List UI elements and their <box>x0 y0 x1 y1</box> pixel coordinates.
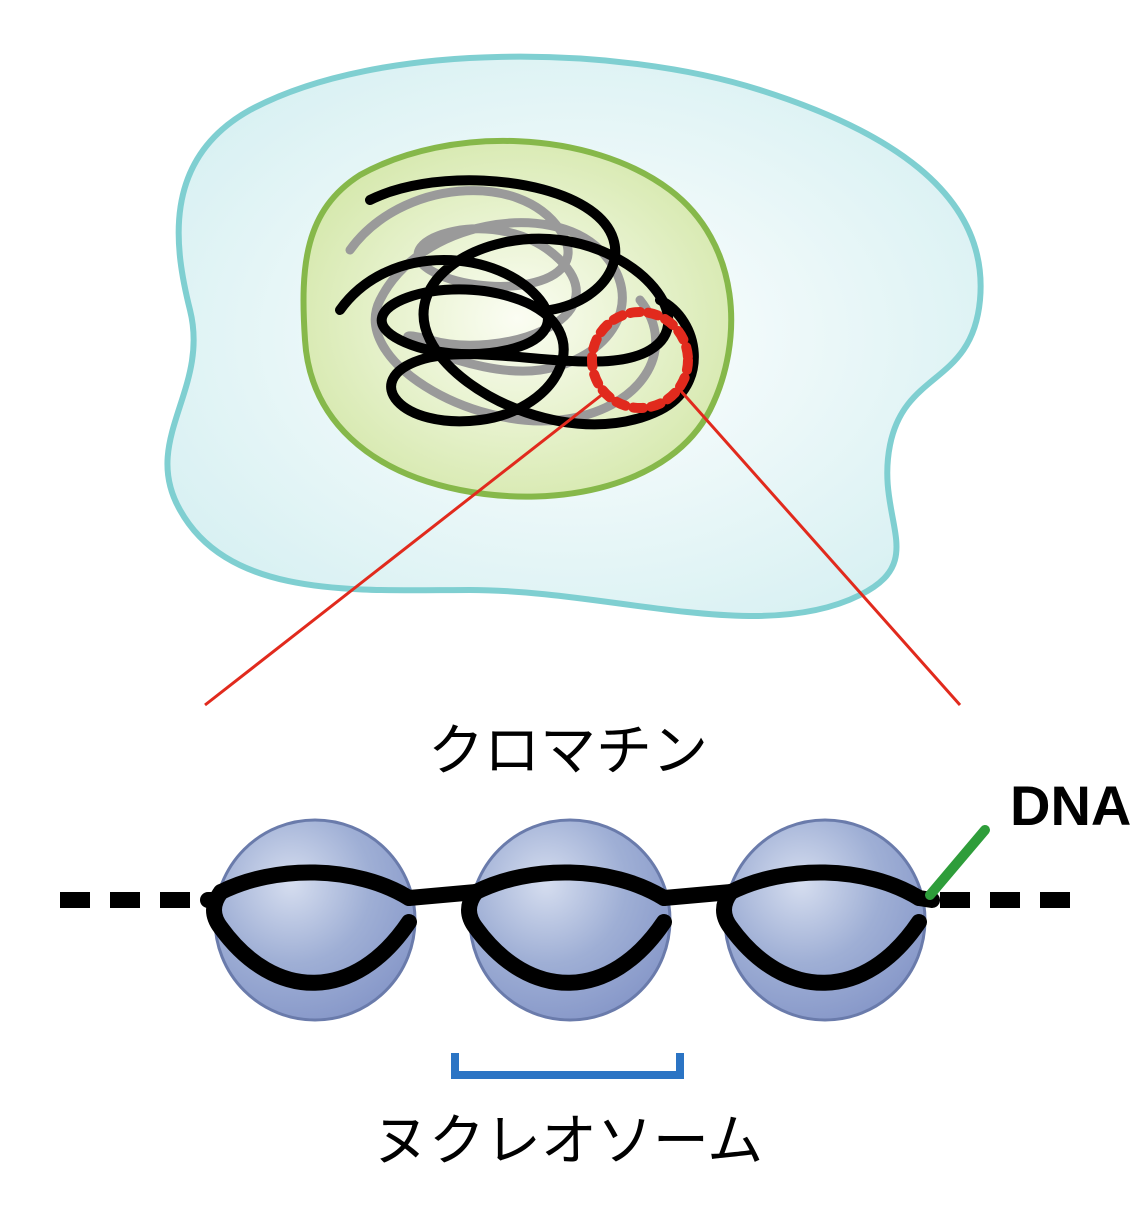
dna-wrap-side <box>214 892 221 928</box>
nucleosome-label: ヌクレオソーム <box>373 1109 763 1172</box>
dna-wrap-side <box>469 892 476 928</box>
dna-wrap-side <box>724 892 731 928</box>
chromatin-label: クロマチン <box>428 719 708 782</box>
dna-label: DNA <box>1010 774 1131 837</box>
dna-pointer-line <box>930 830 985 895</box>
nucleosome-bracket <box>455 1053 680 1075</box>
